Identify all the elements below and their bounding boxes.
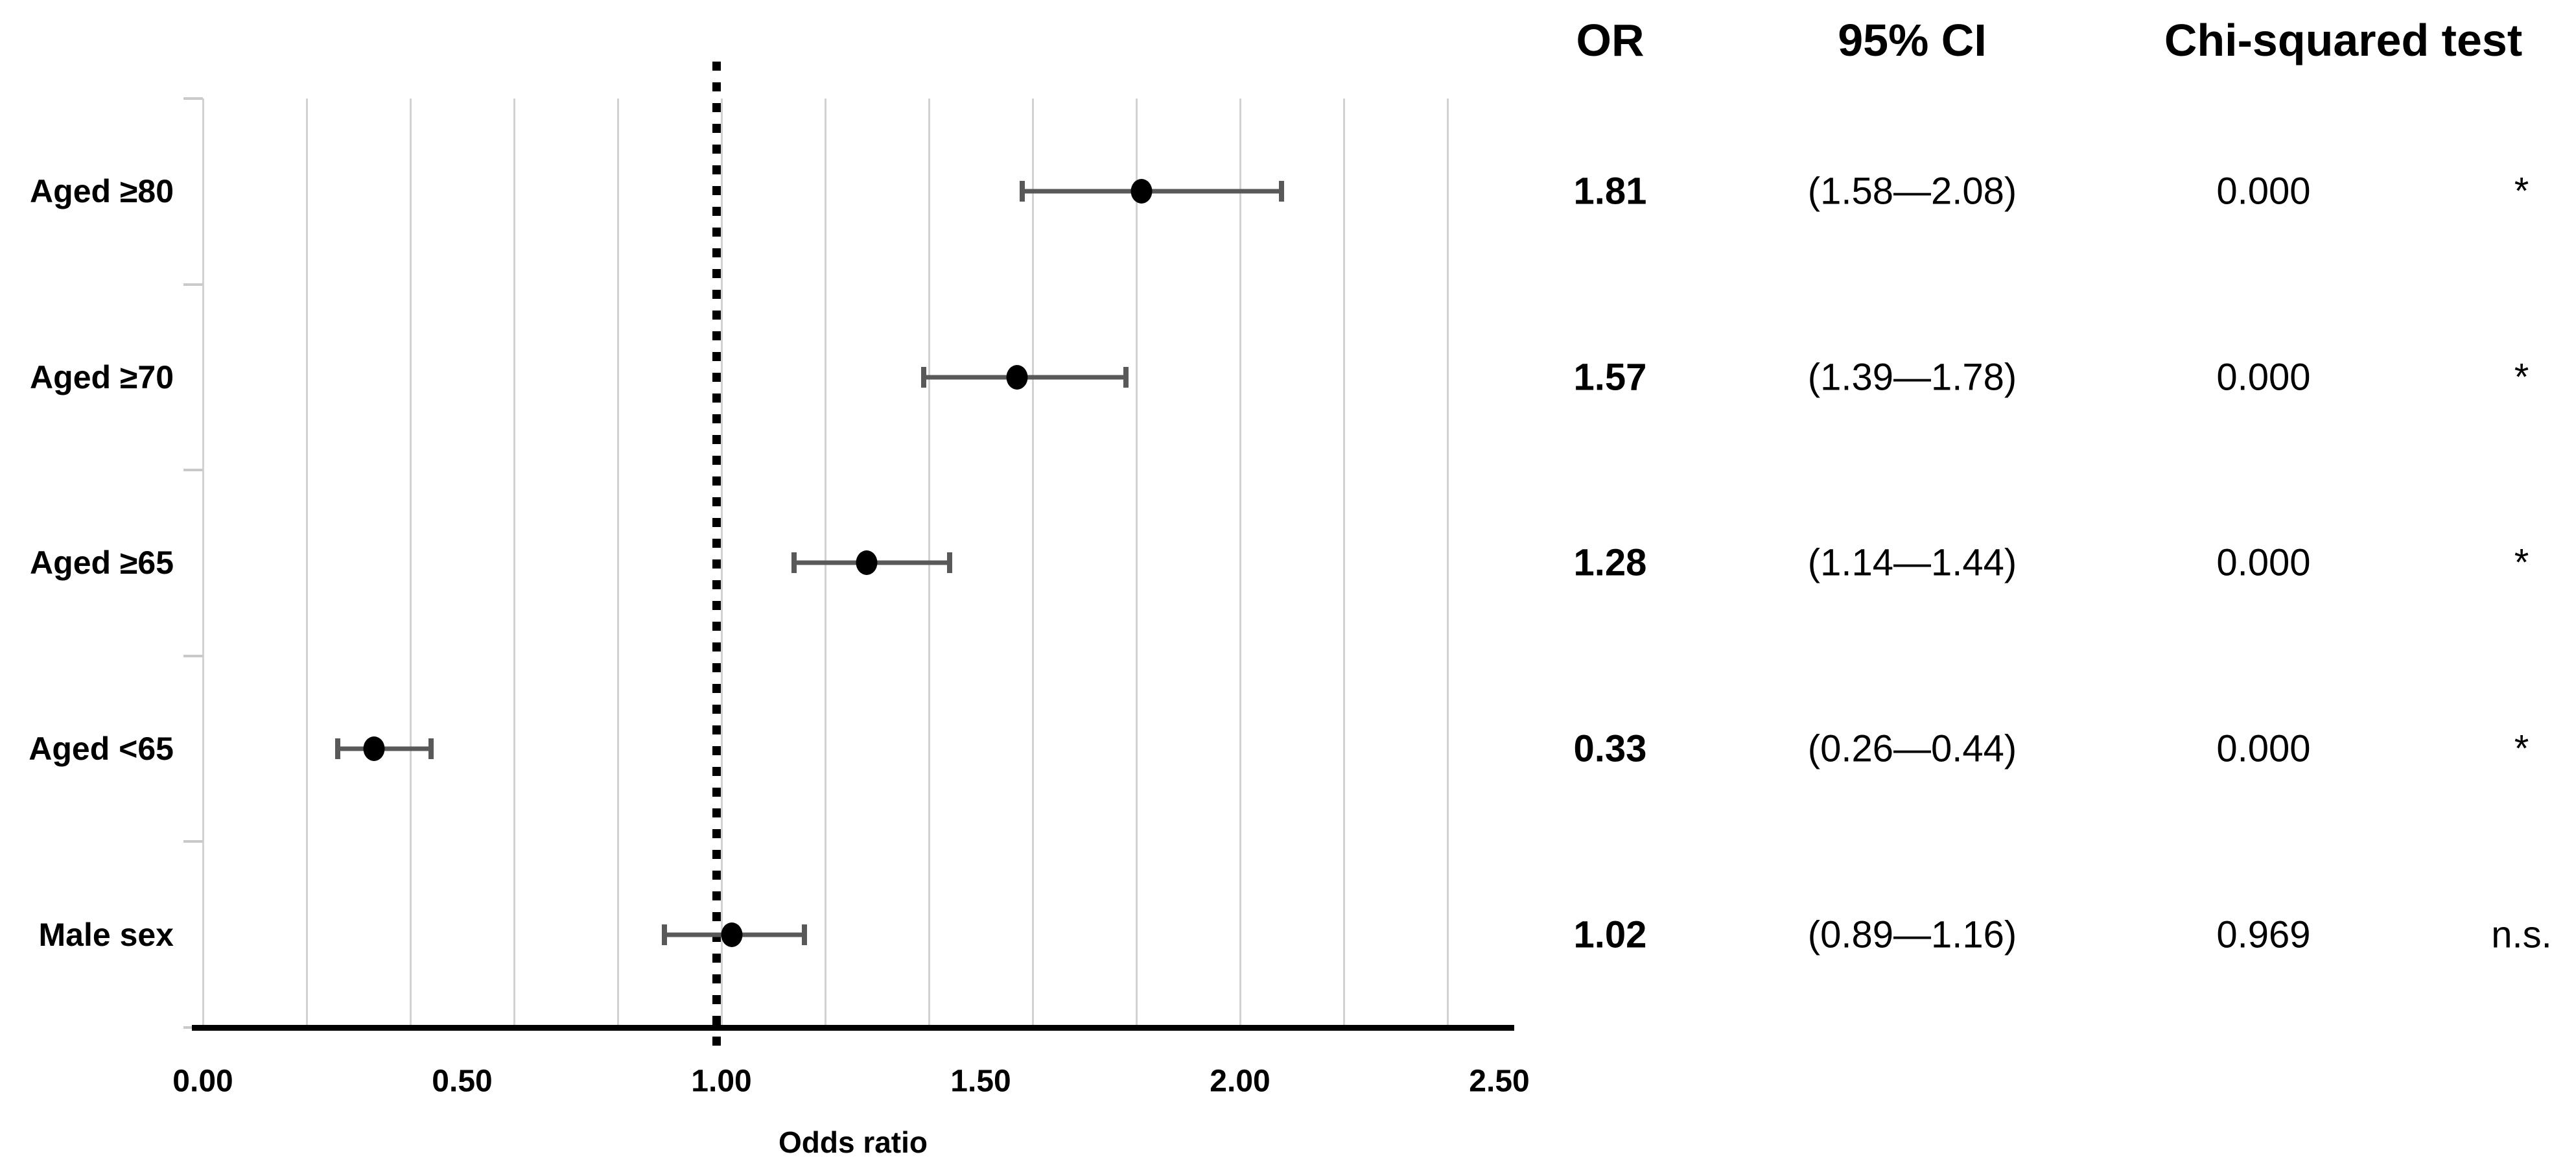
or-value: 1.28 <box>1573 541 1647 584</box>
point-marker <box>856 550 878 575</box>
p-value: 0.969 <box>2216 913 2311 956</box>
category-label: Male sex <box>38 917 174 953</box>
x-tick-label: 2.50 <box>1469 1064 1530 1099</box>
category-label: Aged ≥80 <box>30 173 174 209</box>
gridline <box>1343 99 1345 1027</box>
category-label: Aged <65 <box>29 731 174 767</box>
point-marker <box>1006 365 1028 390</box>
gridline <box>1032 99 1034 1027</box>
gridline <box>306 99 308 1027</box>
y-axis-tick <box>183 283 203 286</box>
point-marker <box>1130 179 1153 204</box>
error-bar-cap-low <box>1020 181 1025 202</box>
gridline <box>410 99 412 1027</box>
gridline <box>202 99 204 1027</box>
or-value: 1.57 <box>1573 356 1647 399</box>
table-header-or: OR <box>1576 15 1645 65</box>
gridline <box>1136 99 1138 1027</box>
y-axis-tick <box>183 469 203 472</box>
x-tick-label: 0.50 <box>432 1064 493 1099</box>
error-bar-cap-high <box>802 924 807 945</box>
x-tick-label: 2.00 <box>1210 1064 1270 1099</box>
reference-line <box>712 62 721 1053</box>
ci-value: (1.39—1.78) <box>1807 356 2017 399</box>
p-value: 0.000 <box>2216 727 2311 770</box>
y-axis-tick <box>183 840 203 843</box>
error-bar-cap-low <box>662 924 667 945</box>
category-label: Aged ≥65 <box>30 545 174 581</box>
x-tick-label: 1.00 <box>691 1064 752 1099</box>
error-bar-cap-high <box>428 738 434 759</box>
gridline <box>1447 99 1449 1027</box>
ci-value: (1.14—1.44) <box>1807 541 2017 584</box>
y-axis-tick <box>183 97 203 100</box>
table-header-chi-squared: Chi-squared test <box>2164 15 2523 65</box>
category-label: Aged ≥70 <box>30 359 174 395</box>
point-marker <box>363 736 385 761</box>
p-value: 0.000 <box>2216 356 2311 399</box>
table-header-ci: 95% CI <box>1838 15 1987 65</box>
ci-value: (0.26—0.44) <box>1807 727 2017 770</box>
ci-value: (0.89—1.16) <box>1807 913 2017 956</box>
y-axis-tick <box>183 654 203 657</box>
error-bar-cap-low <box>921 367 926 388</box>
gridline <box>617 99 619 1027</box>
gridline <box>1239 99 1241 1027</box>
p-value: 0.000 <box>2216 170 2311 213</box>
significance-marker: * <box>2514 541 2529 584</box>
gridline <box>513 99 515 1027</box>
significance-marker: n.s. <box>2491 913 2552 956</box>
significance-marker: * <box>2514 170 2529 213</box>
error-bar-cap-high <box>947 552 952 573</box>
x-tick-label: 0.00 <box>172 1064 233 1099</box>
significance-marker: * <box>2514 356 2529 399</box>
error-bar-cap-high <box>1279 181 1284 202</box>
x-axis-title: Odds ratio <box>778 1125 928 1159</box>
or-value: 1.81 <box>1573 170 1647 213</box>
significance-marker: * <box>2514 727 2529 770</box>
error-bar-cap-low <box>335 738 340 759</box>
ci-value: (1.58—2.08) <box>1807 170 2017 213</box>
gridline <box>721 99 723 1027</box>
or-value: 0.33 <box>1573 727 1647 770</box>
error-bar-cap-low <box>791 552 797 573</box>
error-bar-cap-high <box>1123 367 1129 388</box>
point-marker <box>721 922 743 947</box>
x-axis-line <box>192 1025 1514 1031</box>
p-value: 0.000 <box>2216 541 2311 584</box>
or-value: 1.02 <box>1573 913 1647 956</box>
x-tick-label: 1.50 <box>950 1064 1011 1099</box>
